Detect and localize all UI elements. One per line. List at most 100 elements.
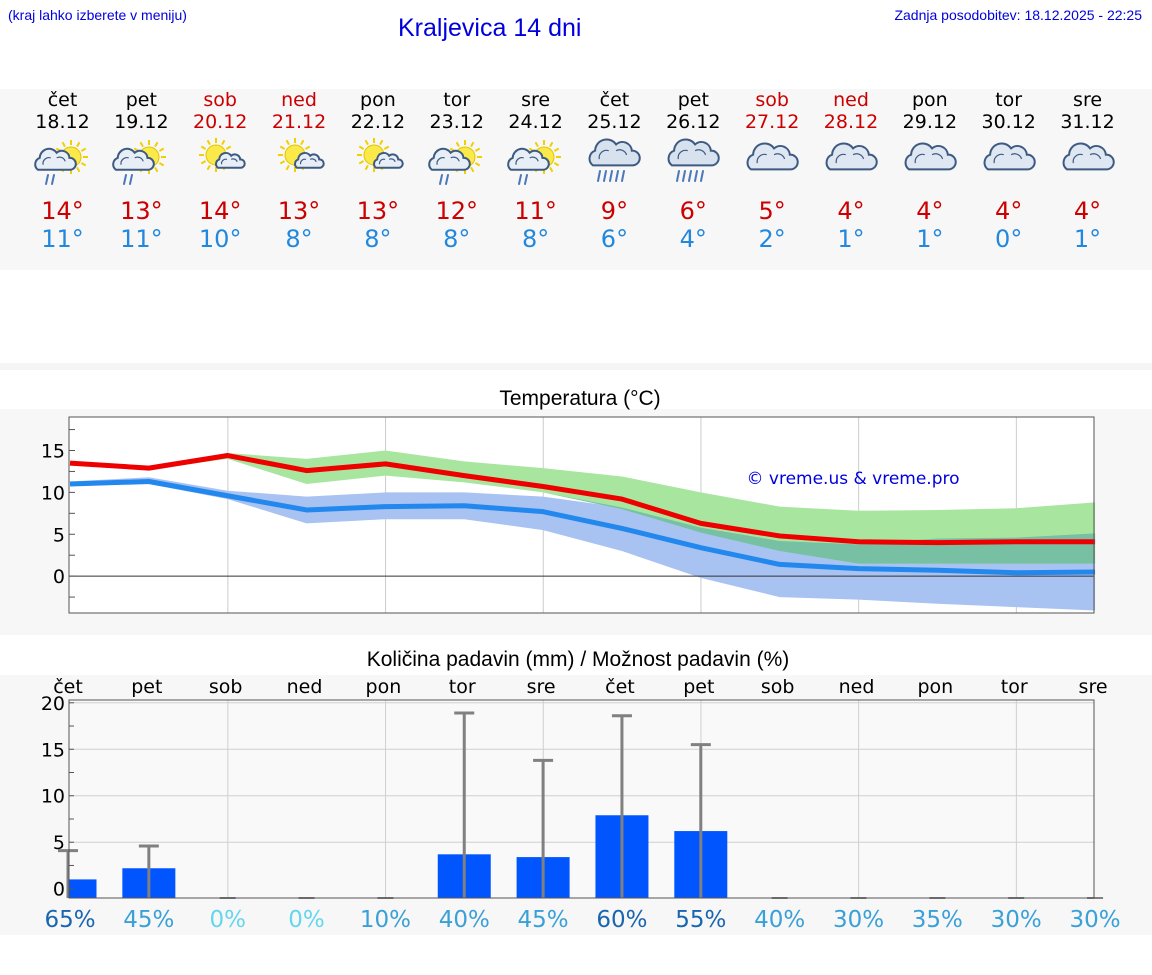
day-date: 22.12 <box>350 111 406 133</box>
max-temperature: 4° <box>995 197 1023 225</box>
min-temperature: 1° <box>837 225 865 253</box>
day-name: sre <box>1073 89 1103 111</box>
forecast-strip-background <box>0 89 1152 270</box>
divider <box>0 363 1152 370</box>
temperature-chart: 0 5 10 15 © vreme.us & vreme.pro <box>41 416 1096 614</box>
forecast-day: sre 31.12 4° 1° <box>1048 89 1127 253</box>
sun-cloud-rain-icon <box>506 140 561 185</box>
max-temp-range-band <box>70 450 1096 564</box>
forecast-day: ned 21.12 13° 8° <box>260 89 339 253</box>
day-date: 25.12 <box>587 111 642 133</box>
day-date: 28.12 <box>823 111 879 133</box>
day-date: 30.12 <box>981 111 1036 133</box>
cloud-heavy-rain-icon <box>589 138 642 182</box>
precipitation-bar <box>69 879 97 898</box>
precipitation-chart-title: Količina padavin (mm) / Možnost padavin … <box>366 648 790 671</box>
day-name: sob <box>203 89 237 111</box>
x-category-label: čet <box>605 676 635 698</box>
sun-cloud-icon <box>356 138 404 172</box>
min-temperature: 11° <box>120 225 163 253</box>
day-name: pon <box>360 89 396 111</box>
last-updated: Zadnja posodobitev: 18.12.2025 - 22:25 <box>894 7 1142 23</box>
min-temperature: 8° <box>443 225 471 253</box>
forecast-day: čet 25.12 9° 6° <box>575 89 654 253</box>
min-temperature: 10° <box>198 225 242 253</box>
day-name: pon <box>911 89 948 111</box>
min-temperature: 1° <box>1073 225 1102 253</box>
y-tick-label: 20 <box>41 693 65 715</box>
max-temperature: 9° <box>600 197 629 225</box>
x-category-label: sre <box>527 676 556 698</box>
min-temperature: 6° <box>600 225 629 253</box>
precipitation-chance-label: 45% <box>123 907 174 933</box>
day-date: 20.12 <box>192 111 248 133</box>
day-name: pet <box>677 89 709 111</box>
max-temperature: 13° <box>277 197 321 225</box>
x-category-label: pet <box>131 676 162 698</box>
x-category-label: tor <box>1001 676 1028 698</box>
max-temperature: 5° <box>758 197 786 225</box>
cloudy-icon <box>904 142 957 171</box>
forecast-day: sre 24.12 11° 8° <box>496 89 575 253</box>
day-date: 23.12 <box>429 111 484 133</box>
day-name: čet <box>599 89 630 111</box>
temperature-chart-title: Temperatura (°C) <box>499 387 661 410</box>
y-tick-label: 15 <box>41 441 65 463</box>
y-tick-label: 5 <box>53 832 65 854</box>
day-name: tor <box>995 89 1023 111</box>
forecast-day: pet 26.12 6° 4° <box>654 89 733 253</box>
day-date: 24.12 <box>508 111 563 133</box>
sun-cloud-icon <box>199 138 246 172</box>
location-hint: (kraj lahko izberete v meniju) <box>8 7 187 23</box>
x-category-label: sob <box>209 676 243 698</box>
max-temperature: 4° <box>916 197 944 225</box>
x-category-label: ned <box>287 676 323 698</box>
day-date: 27.12 <box>744 111 800 133</box>
min-temperature-line <box>69 478 1096 576</box>
x-category-label: pon <box>366 676 402 698</box>
forecast-day: pet 19.12 13° 11° <box>102 89 181 253</box>
sun-cloud-rain-icon <box>33 140 88 185</box>
max-temperature: 13° <box>120 197 163 225</box>
y-tick-label: 15 <box>41 739 65 761</box>
min-temperature: 11° <box>41 225 84 253</box>
min-temperature: 8° <box>285 225 313 253</box>
cloudy-icon <box>825 142 878 171</box>
sun-cloud-rain-icon <box>427 140 482 185</box>
x-category-label: pon <box>917 676 953 698</box>
page-title: Kraljevica 14 dni <box>398 14 582 42</box>
cloudy-icon <box>746 142 799 171</box>
sun-cloud-icon <box>278 138 325 172</box>
day-date: 29.12 <box>902 111 958 133</box>
precipitation-chance-label: 35% <box>912 907 963 933</box>
min-temperature: 4° <box>679 225 707 253</box>
max-temperature: 4° <box>837 197 865 225</box>
x-category-label: sob <box>761 676 795 698</box>
forecast-day: tor 30.12 4° 0° <box>969 89 1048 253</box>
precipitation-chance-label: 30% <box>991 907 1042 933</box>
y-tick-label: 0 <box>53 566 65 588</box>
y-tick-label: 10 <box>41 482 65 504</box>
max-temperature: 11° <box>514 197 557 225</box>
min-temperature: 0° <box>995 225 1023 253</box>
max-temperature: 6° <box>679 197 707 225</box>
max-temperature: 12° <box>435 197 479 225</box>
day-name: sob <box>755 89 789 111</box>
forecast-day: sob 20.12 14° 10° <box>181 89 260 253</box>
min-temperature: 8° <box>521 225 550 253</box>
day-name: sre <box>521 89 551 111</box>
forecast-day: čet 18.12 14° 11° <box>23 89 102 253</box>
x-category-label: ned <box>839 676 875 698</box>
plot-area <box>69 700 1094 898</box>
cloudy-icon <box>983 142 1036 171</box>
max-temperature: 4° <box>1073 197 1102 225</box>
plot-frame <box>68 699 1095 899</box>
precipitation-chance-label: 30% <box>833 907 884 933</box>
precipitation-chance-label: 55% <box>675 907 726 933</box>
y-tick-label: 0 <box>53 879 65 901</box>
min-temperature: 2° <box>758 225 786 253</box>
day-date: 21.12 <box>271 111 327 133</box>
watermark: © vreme.us & vreme.pro <box>746 469 959 489</box>
y-tick-label: 10 <box>41 786 65 808</box>
